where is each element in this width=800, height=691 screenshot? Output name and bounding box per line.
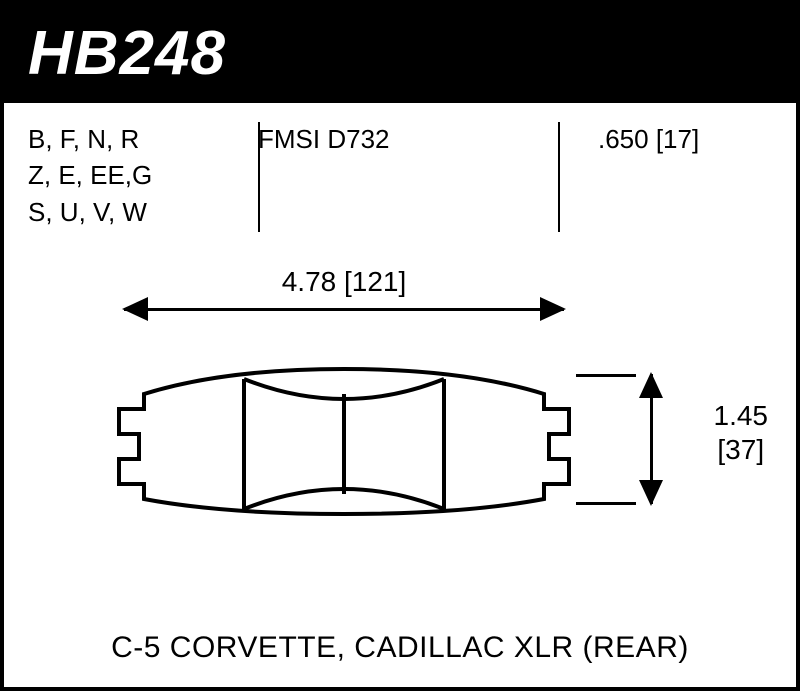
compounds-column: B, F, N, R Z, E, EE,G S, U, V, W <box>28 121 258 230</box>
diagram-area: 4.78 [121] 1.45 [37] C-5 CORVETTE, CADIL… <box>4 264 796 687</box>
part-number: HB248 <box>28 19 226 88</box>
thickness-value: .650 [17] <box>598 124 699 154</box>
ext-line <box>576 502 636 505</box>
dim-line <box>124 308 564 311</box>
spec-card: HB248 B, F, N, R Z, E, EE,G S, U, V, W F… <box>0 0 800 691</box>
width-label: 4.78 [121] <box>254 266 434 298</box>
divider-line <box>258 122 260 232</box>
height-value: 1.45 <box>714 399 769 433</box>
ext-line <box>576 374 636 377</box>
arrow-up-icon <box>639 372 663 398</box>
height-dimension <box>636 374 666 504</box>
compounds-line: S, U, V, W <box>28 194 258 230</box>
compounds-line: B, F, N, R <box>28 121 258 157</box>
fmsi-column: FMSI D732 <box>258 121 558 230</box>
arrow-down-icon <box>639 480 663 506</box>
brake-pad-outline <box>114 364 574 524</box>
header-bar: HB248 <box>4 4 796 103</box>
compounds-line: Z, E, EE,G <box>28 157 258 193</box>
arrow-left-icon <box>122 297 148 321</box>
info-row: B, F, N, R Z, E, EE,G S, U, V, W FMSI D7… <box>4 103 796 230</box>
divider-line <box>558 122 560 232</box>
height-mm: [37] <box>714 433 769 467</box>
thickness-column: .650 [17] <box>558 121 772 230</box>
height-label: 1.45 [37] <box>714 399 769 466</box>
width-dimension: 4.78 [121] <box>124 294 564 324</box>
arrow-right-icon <box>540 297 566 321</box>
application-label: C-5 CORVETTE, CADILLAC XLR (REAR) <box>4 631 796 665</box>
fmsi-code: FMSI D732 <box>258 124 390 154</box>
